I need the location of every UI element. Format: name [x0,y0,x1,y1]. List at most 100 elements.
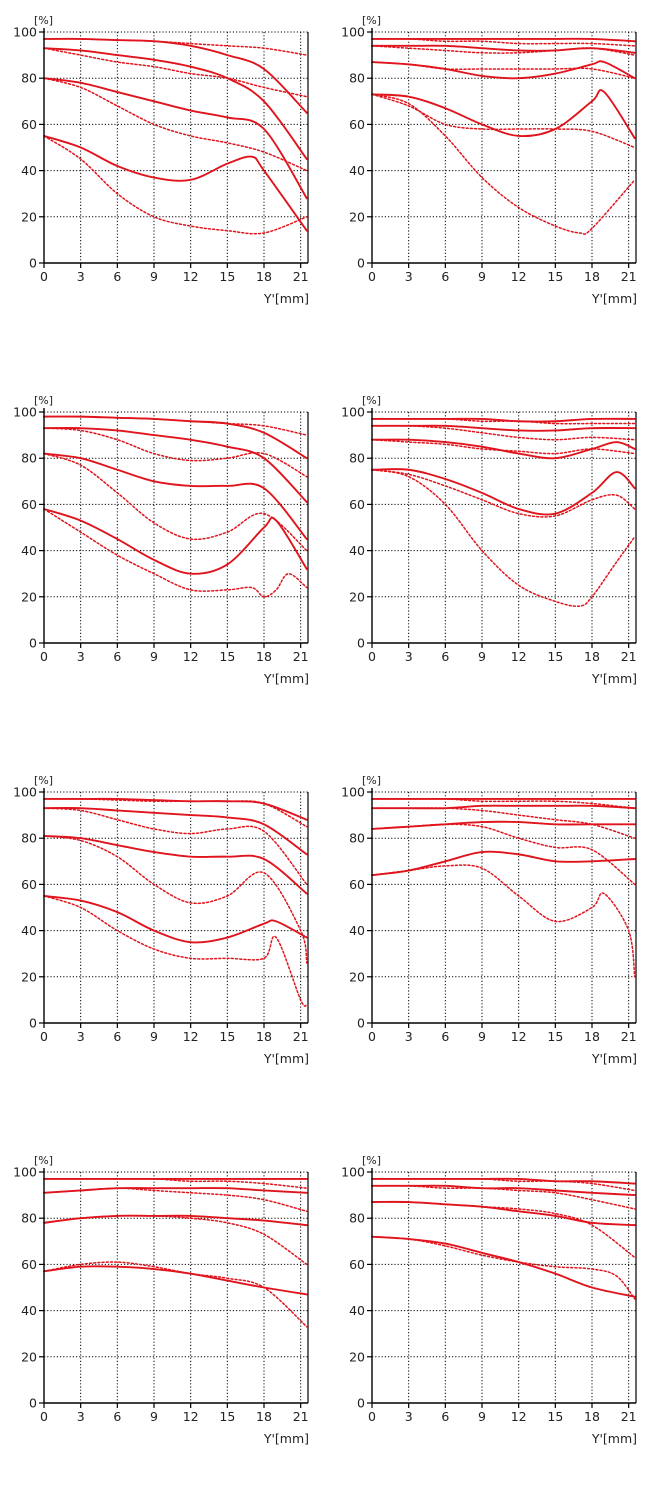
series-line-dotted [371,93,636,235]
y-axis-label: [%] [34,14,53,27]
y-tick-label: 40 [349,163,365,178]
y-tick-label: 80 [21,71,37,86]
y-tick-label: 20 [349,969,365,984]
series-line-solid [371,1235,636,1298]
x-tick-label: 15 [219,269,235,284]
x-tick-label: 0 [368,269,376,284]
y-tick-label: 80 [21,451,37,466]
series-line-solid [371,438,636,460]
series-line-dotted [43,452,308,552]
series-line-dotted [371,1184,636,1210]
y-tick-label: 80 [21,831,37,846]
series-line-solid [43,1265,308,1296]
x-tick-label: 3 [77,649,85,664]
x-tick-label: 6 [113,1409,121,1424]
x-tick-label: 9 [150,269,158,284]
y-tick-label: 60 [349,1257,365,1272]
series-line-dotted [371,864,636,978]
y-tick-label: 40 [21,163,37,178]
series-line-dotted [371,1201,636,1259]
series-line-dotted [43,835,308,964]
series-line-solid [43,427,308,504]
x-axis-label: Y'[mm] [263,1431,309,1446]
x-tick-label: 9 [150,649,158,664]
series-line-dotted [43,1214,308,1266]
y-tick-label: 100 [341,25,365,40]
y-tick-label: 20 [21,209,37,224]
y-tick-label: 100 [341,785,365,800]
y-tick-label: 100 [13,405,37,420]
series-line-dotted [43,508,308,598]
y-tick-label: 60 [21,117,37,132]
x-tick-label: 9 [150,1029,158,1044]
mtf-chart-7: 0 20 40 60 80 100 0 3 6 9 12 15 18 21 [%] Y'[mm] [10,1150,310,1490]
mtf-chart-6: 0 20 40 60 80 100 0 3 6 9 12 15 18 21 [%] Y'[mm] [338,770,638,1110]
x-axis-label: Y'[mm] [263,671,309,686]
x-tick-label: 12 [511,1409,527,1424]
x-tick-label: 18 [584,269,600,284]
x-tick-label: 18 [584,1409,600,1424]
y-tick-label: 60 [349,117,365,132]
y-tick-label: 0 [29,1016,37,1031]
x-tick-label: 15 [547,649,563,664]
series-line-solid [43,807,308,856]
y-tick-label: 40 [349,543,365,558]
x-tick-label: 15 [219,1029,235,1044]
series-line-dotted [43,1178,308,1189]
x-tick-label: 3 [77,1409,85,1424]
x-tick-label: 15 [547,1409,563,1424]
series-line-dotted [371,438,636,455]
x-tick-label: 0 [368,1409,376,1424]
y-tick-label: 40 [349,923,365,938]
y-tick-label: 0 [29,636,37,651]
series-line-dotted [43,415,308,436]
series-line-dotted [371,1235,636,1300]
y-tick-label: 20 [21,969,37,984]
series-line-dotted [371,93,636,149]
mtf-chart-3-svg: 0 20 40 60 80 100 0 3 6 9 12 15 18 21 [%] Y'[mm] [13,394,309,686]
x-tick-label: 6 [441,1409,449,1424]
y-tick-label: 0 [29,256,37,271]
mtf-chart-8: 0 20 40 60 80 100 0 3 6 9 12 15 18 21 [%] Y'[mm] [338,1150,638,1490]
mtf-chart-1-svg: 0 20 40 60 80 100 0 3 6 9 12 15 18 21 [%] Y'[mm] [13,14,309,306]
mtf-chart-3: 0 20 40 60 80 100 0 3 6 9 12 15 18 21 [%] Y'[mm] [10,390,310,730]
y-axis-label: [%] [34,1154,53,1167]
x-tick-label: 3 [405,269,413,284]
series-line-dotted [43,1261,308,1328]
y-tick-label: 40 [21,923,37,938]
series-line-solid [371,89,636,140]
x-tick-label: 18 [584,649,600,664]
x-tick-label: 0 [368,649,376,664]
x-tick-label: 21 [293,1029,309,1044]
series-line-solid [371,44,636,54]
series-line-dotted [43,895,308,1007]
x-axis-label: Y'[mm] [263,291,309,306]
y-tick-label: 80 [349,71,365,86]
x-tick-label: 18 [256,649,272,664]
series-line-dotted [371,424,636,441]
y-axis-label: [%] [34,774,53,787]
series-line-dotted [371,469,636,607]
y-tick-label: 20 [21,1349,37,1364]
mtf-chart-2: 0 20 40 60 80 100 0 3 6 9 12 15 18 21 [%] Y'[mm] [338,10,638,350]
y-tick-label: 0 [357,1396,365,1411]
series-line-dotted [43,807,308,886]
series-line-dotted [371,61,636,79]
series-line-dotted [43,1187,308,1213]
x-tick-label: 21 [621,1029,637,1044]
series-line-solid [43,452,308,540]
series-line-solid [43,77,308,200]
x-tick-label: 3 [405,1029,413,1044]
x-tick-label: 6 [441,1029,449,1044]
x-tick-label: 6 [113,649,121,664]
x-tick-label: 3 [77,269,85,284]
mtf-chart-1: 0 20 40 60 80 100 0 3 6 9 12 15 18 21 [%] Y'[mm] [10,10,310,350]
x-tick-label: 9 [478,1409,486,1424]
x-tick-label: 12 [183,1409,199,1424]
y-tick-label: 0 [357,1016,365,1031]
x-tick-label: 15 [219,1409,235,1424]
series-line-dotted [43,427,308,478]
mtf-chart-5-svg: 0 20 40 60 80 100 0 3 6 9 12 15 18 21 [%] Y'[mm] [13,774,309,1066]
mtf-chart-5: 0 20 40 60 80 100 0 3 6 9 12 15 18 21 [%] Y'[mm] [10,770,310,1110]
y-tick-label: 100 [341,1165,365,1180]
